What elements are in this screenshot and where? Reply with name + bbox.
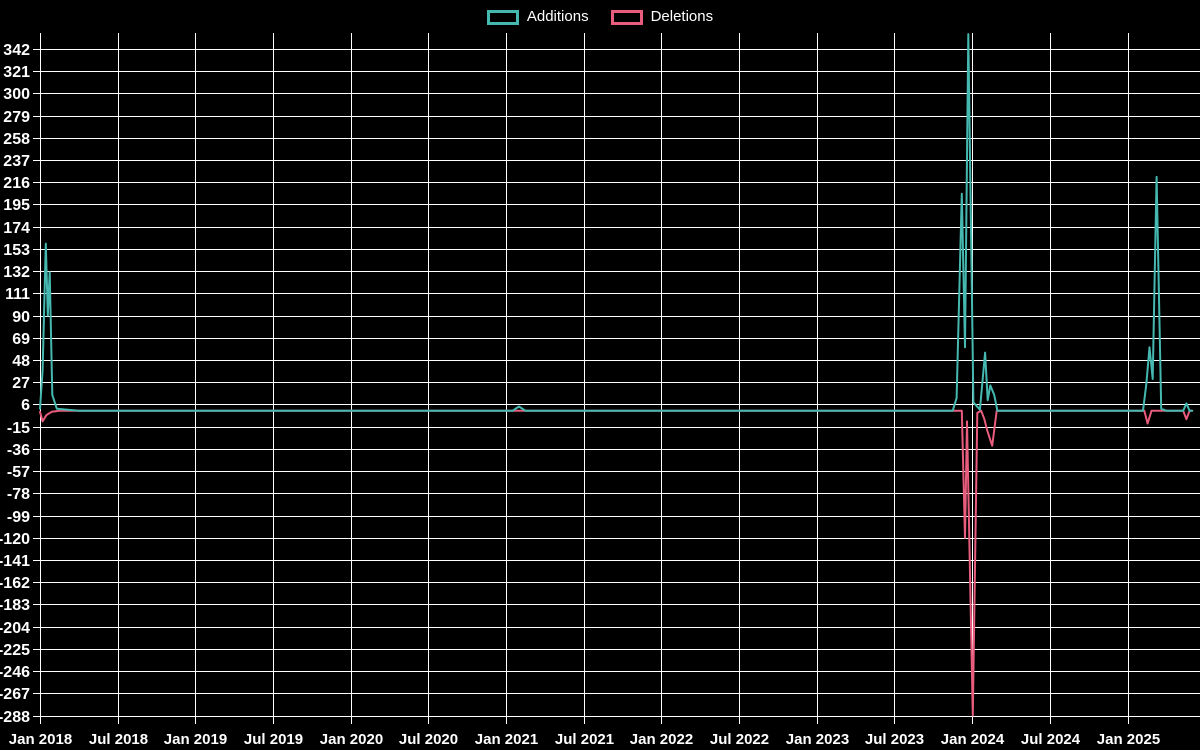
y-tick-label: -78 (7, 486, 30, 503)
grid-horizontal (33, 49, 1200, 717)
legend-item-additions[interactable]: Additions (486, 6, 589, 28)
y-tick-label: 90 (12, 309, 30, 326)
x-tick-label: Jan 2023 (786, 731, 849, 748)
x-tick-label: Jan 2019 (164, 731, 227, 748)
x-tick-label: Jan 2021 (475, 731, 538, 748)
x-tick-label: Jan 2020 (320, 731, 383, 748)
y-tick-label: 300 (3, 86, 30, 103)
y-tick-label: 174 (3, 220, 30, 237)
y-tick-label: -267 (0, 686, 30, 703)
y-tick-label: 342 (3, 42, 30, 59)
y-tick-label: 69 (12, 331, 30, 348)
y-tick-label: -288 (0, 709, 30, 726)
y-tick-label: 48 (12, 353, 30, 370)
x-tick-label: Jul 2021 (555, 731, 614, 748)
y-tick-label: 216 (3, 175, 30, 192)
y-tick-label: 321 (3, 64, 30, 81)
y-tick-label: -15 (7, 420, 30, 437)
y-tick-label: -162 (0, 575, 30, 592)
x-tick-label: Jul 2020 (399, 731, 458, 748)
legend-item-deletions[interactable]: Deletions (610, 6, 714, 28)
additions-line (39, 33, 1194, 412)
deletions-swatch-icon (610, 9, 643, 25)
deletions-line (39, 409, 1194, 717)
y-tick-label: 258 (3, 131, 30, 148)
x-tick-label: Jul 2022 (710, 731, 769, 748)
y-tick-label: 6 (21, 397, 30, 414)
x-tick-label: Jan 2022 (630, 731, 693, 748)
y-tick-label: -204 (0, 620, 30, 637)
x-tick-label: Jan 2024 (941, 731, 1005, 748)
y-tick-label: 132 (3, 264, 30, 281)
y-tick-label: -246 (0, 664, 30, 681)
x-tick-label: Jan 2025 (1097, 731, 1160, 748)
grid-vertical (40, 33, 1129, 724)
x-tick-label: Jan 2018 (9, 731, 72, 748)
additions-swatch-icon (486, 9, 519, 25)
y-tick-label: 279 (3, 109, 30, 126)
y-tick-label: -57 (7, 464, 30, 481)
y-tick-label: 153 (3, 242, 30, 259)
legend-label-additions: Additions (526, 8, 589, 25)
y-tick-label: -99 (7, 509, 30, 526)
y-tick-label: -141 (0, 553, 30, 570)
y-tick-label: 237 (3, 153, 30, 170)
y-axis-labels: 342 321 300 279 258 237 216 195 174 153 132 111 90 69… (0, 42, 30, 726)
y-tick-label: 27 (12, 375, 30, 392)
legend-label-deletions: Deletions (650, 8, 714, 25)
y-tick-label: 111 (5, 286, 30, 303)
y-tick-label: 195 (3, 197, 30, 214)
x-tick-label: Jul 2018 (89, 731, 148, 748)
y-tick-label: -183 (0, 597, 30, 614)
x-tick-label: Jul 2024 (1021, 731, 1081, 748)
x-tick-label: Jul 2023 (865, 731, 924, 748)
x-tick-label: Jul 2019 (244, 731, 303, 748)
chart-legend: Additions Deletions (0, 6, 1200, 28)
y-tick-label: -120 (0, 531, 30, 548)
x-axis-labels: Jan 2018 Jul 2018 Jan 2019 Jul 2019 Jan 2020… (9, 731, 1160, 748)
y-tick-label: -225 (0, 642, 30, 659)
y-tick-label: -36 (7, 442, 30, 459)
